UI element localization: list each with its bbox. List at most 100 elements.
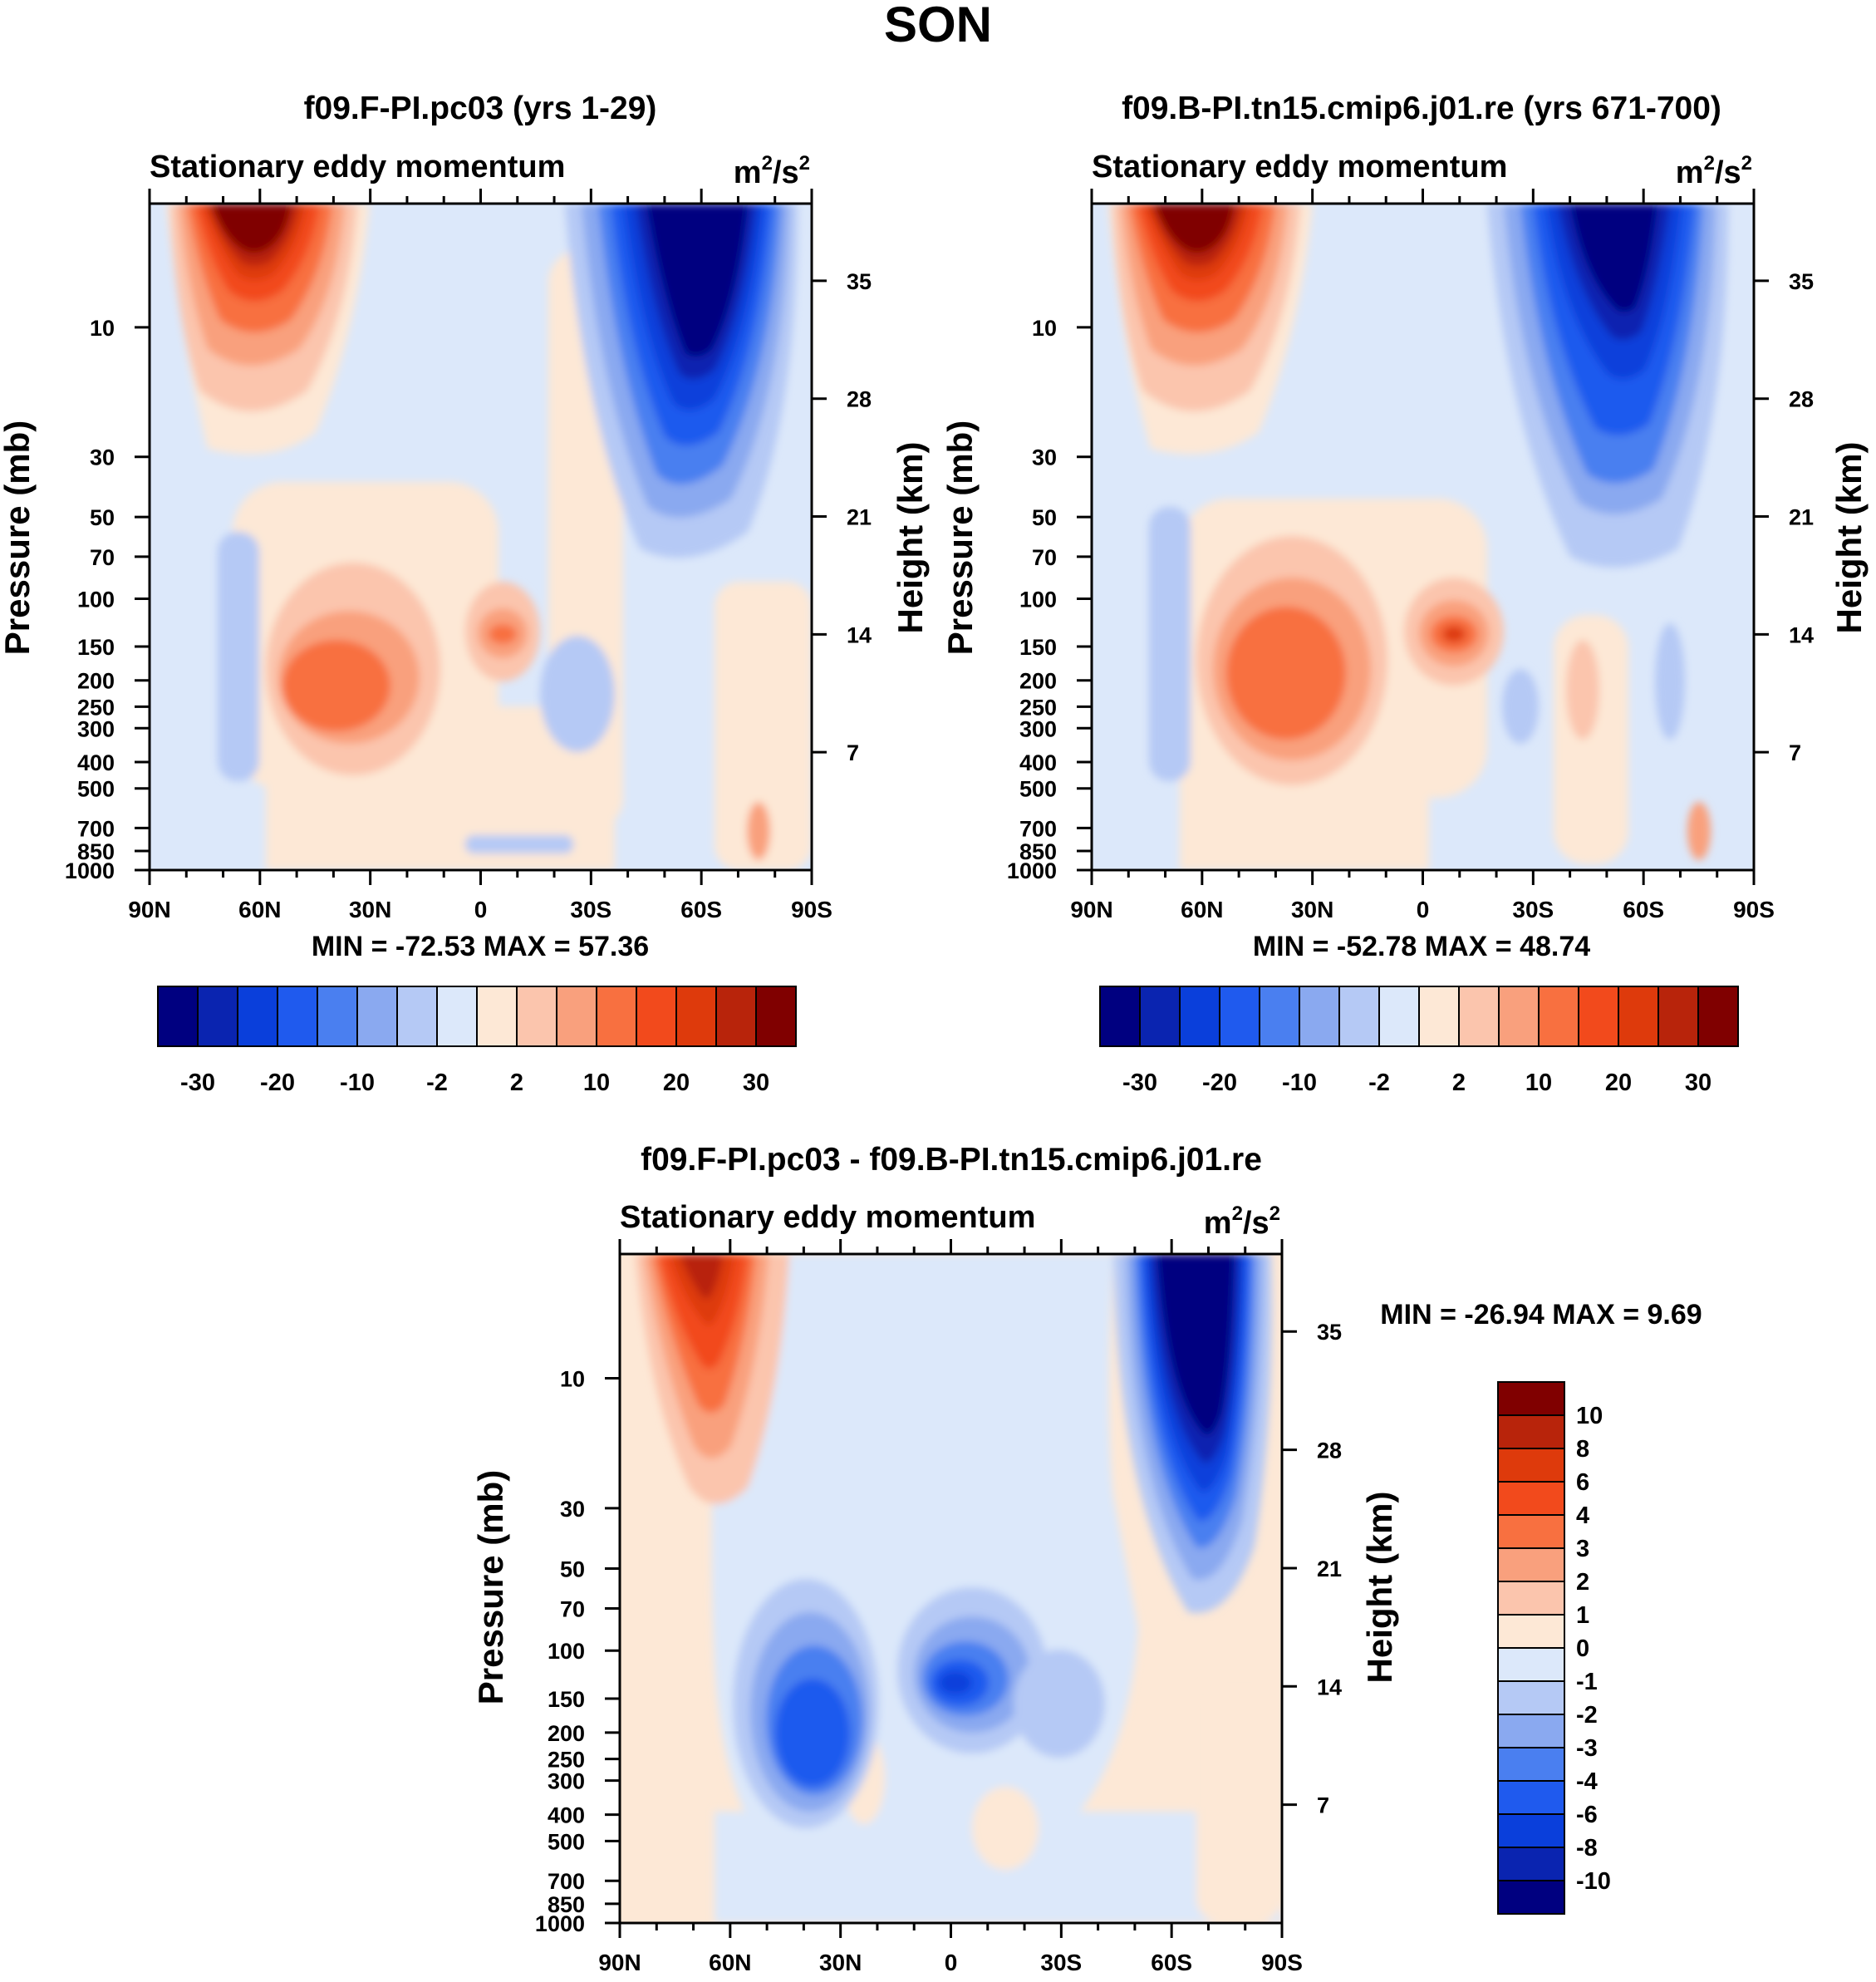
- colorbar-box: [1378, 986, 1420, 1047]
- colorbar-box: [1299, 986, 1340, 1047]
- y-axis-label-left: Pressure (mb): [940, 420, 980, 655]
- colorbar-box: [556, 986, 597, 1047]
- x-tick-label: 30N: [349, 897, 391, 922]
- units-label: m2/s2: [1204, 1202, 1280, 1241]
- y-tick-label: 500: [77, 777, 115, 802]
- y-tick-label: 700: [548, 1869, 585, 1894]
- y-tick-label: 10: [1032, 316, 1057, 341]
- colorbar-box: [1697, 986, 1739, 1047]
- colorbar-box: [1259, 986, 1300, 1047]
- min-max-stats: MIN = -26.94 MAX = 9.69: [1380, 1299, 1702, 1330]
- contour-negative-column: [1149, 507, 1191, 781]
- colorbar-box: [1458, 986, 1500, 1047]
- colorbar-label: -20: [1202, 1070, 1237, 1096]
- colorbar-box: [197, 986, 238, 1047]
- y-tick-label: 850: [548, 1892, 585, 1917]
- y-tick-label: 10: [90, 316, 115, 341]
- colorbar-label: 2: [1452, 1070, 1466, 1096]
- colorbar-box: [277, 986, 318, 1047]
- colorbar-box: [1657, 986, 1699, 1047]
- y-tick-label: 50: [560, 1557, 585, 1582]
- colorbar-label: -10: [1576, 1868, 1611, 1895]
- y-tick-label: 150: [1019, 635, 1057, 660]
- x-tick-label: 30S: [1512, 897, 1554, 922]
- colorbar-label: -2: [1368, 1070, 1390, 1096]
- x-tick-label: 60S: [680, 897, 722, 922]
- colorbar-box: [1099, 986, 1141, 1047]
- contour-positive-core: [1566, 640, 1599, 740]
- colorbar-label: 3: [1576, 1536, 1589, 1562]
- colorbar-box: [1578, 986, 1619, 1047]
- contour-negative-lobe: [646, 204, 748, 357]
- y-tick-label: 150: [77, 635, 115, 660]
- y-tick-label: 50: [90, 505, 115, 530]
- contour-positive-core: [1687, 802, 1711, 860]
- y-tick-label: 30: [1032, 445, 1057, 470]
- colorbar-box: [317, 986, 358, 1047]
- panel-top-left: f09.F-PI.pc03 (yrs 1-29) Stationary eddy…: [0, 91, 930, 1096]
- contour-positive-core: [282, 640, 390, 731]
- y-tick-labels-right: 35 28 21 14 7: [1317, 1320, 1342, 1817]
- contour-negative-core: [1502, 669, 1539, 744]
- colorbar-label: 10: [1576, 1403, 1603, 1429]
- x-tick-label: 60S: [1151, 1950, 1192, 1975]
- colorbar-box: [436, 986, 478, 1047]
- contour-positive-core: [972, 1787, 1039, 1870]
- panel-subtitle: Stationary eddy momentum: [620, 1200, 1035, 1235]
- x-tick-label: 90S: [791, 897, 832, 922]
- y-tick-label: 850: [77, 839, 115, 864]
- units-base: m: [1204, 1206, 1232, 1241]
- page-title: SON: [884, 0, 992, 52]
- colorbar-label: -6: [1576, 1802, 1598, 1828]
- y-axis-label-right: Height (km): [1360, 1492, 1399, 1684]
- y-tick-label: 14: [1317, 1675, 1342, 1699]
- x-tick-label: 60N: [1181, 897, 1223, 922]
- x-tick-label: 90N: [1070, 897, 1112, 922]
- colorbar-label: -30: [180, 1070, 215, 1096]
- colorbar-box: [1497, 1448, 1565, 1483]
- x-tick-label: 0: [474, 897, 488, 922]
- colorbar-box: [1338, 986, 1380, 1047]
- colorbar-box: [1497, 1847, 1565, 1881]
- colorbar-label: 4: [1576, 1502, 1589, 1529]
- x-tick-labels: 90N 60N 30N 0 30S 60S 90S: [1070, 897, 1775, 922]
- colorbar: -30 -20 -10 -2 2 10 20 30: [157, 986, 797, 1096]
- panel-top-right: f09.B-PI.tn15.cmip6.j01.re (yrs 671-700)…: [940, 91, 1869, 1096]
- colorbar-label: -2: [426, 1070, 448, 1096]
- colorbar-box: [1497, 1714, 1565, 1748]
- y-axis-label-left: Pressure (mb): [471, 1470, 510, 1704]
- x-tick-label: 60S: [1623, 897, 1664, 922]
- y-tick-label: 30: [560, 1497, 585, 1522]
- contour-negative-core: [939, 1671, 972, 1694]
- colorbar-box: [1497, 1414, 1565, 1449]
- units-exponent: 2: [1741, 152, 1752, 175]
- colorbar-label: -10: [1282, 1070, 1317, 1096]
- contour-positive-core: [489, 624, 517, 644]
- y-tick-label: 35: [847, 269, 872, 294]
- colorbar-label: -3: [1576, 1735, 1598, 1762]
- colorbar-label: -20: [260, 1070, 295, 1096]
- units-exponent: 2: [762, 152, 773, 175]
- contour-negative-band: [465, 835, 573, 853]
- colorbar-label: -10: [340, 1070, 375, 1096]
- contour-positive-band: [715, 582, 812, 870]
- contour-positive-core: [1442, 626, 1466, 642]
- panel-title: f09.F-PI.pc03 - f09.B-PI.tn15.cmip6.j01.…: [641, 1142, 1262, 1178]
- contour-positive-core: [747, 802, 770, 860]
- y-tick-label: 28: [1789, 387, 1814, 412]
- colorbar-label: 0: [1576, 1635, 1589, 1662]
- colorbar-box: [1497, 1680, 1565, 1715]
- colorbar-label: -8: [1576, 1835, 1598, 1862]
- x-tick-label: 90N: [598, 1950, 641, 1975]
- units-base: m: [734, 155, 762, 190]
- contour-negative-lobe: [1570, 204, 1657, 312]
- colorbar: -30 -20 -10 -2 2 10 20 30: [1099, 986, 1739, 1096]
- y-tick-label: 400: [1019, 750, 1057, 775]
- min-max-stats: MIN = -52.78 MAX = 48.74: [1253, 931, 1590, 962]
- colorbar-box: [1497, 1381, 1565, 1416]
- y-tick-label: 70: [560, 1596, 585, 1621]
- colorbar-label: 2: [510, 1070, 523, 1096]
